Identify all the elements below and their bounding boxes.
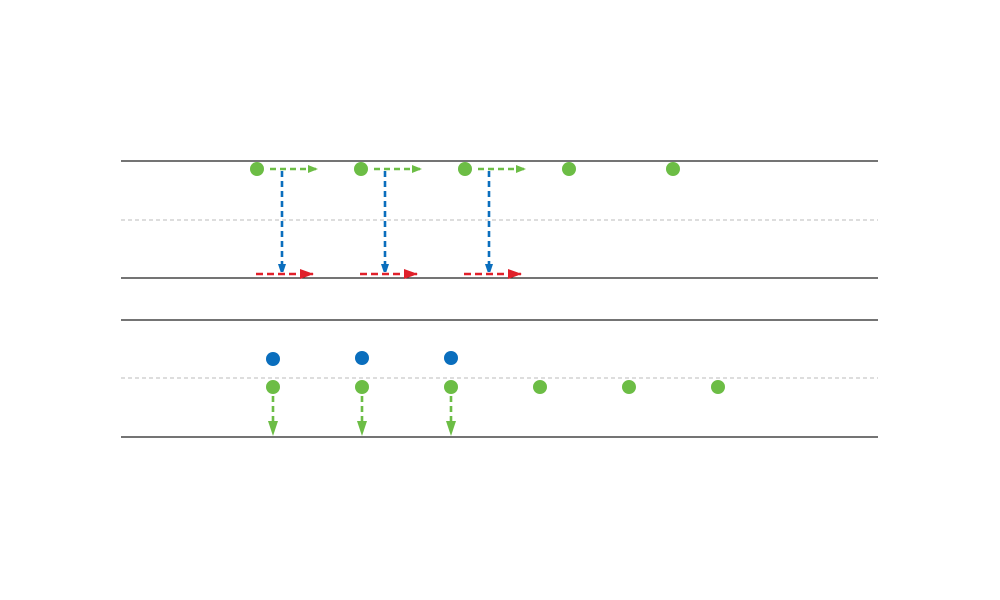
bottom-blue-dot-2: [355, 351, 369, 365]
bottom-green-dot-2: [355, 380, 369, 394]
top-green-dot-3: [458, 162, 472, 176]
top-green-dot-4: [562, 162, 576, 176]
top-green-dot-1: [250, 162, 264, 176]
top-green-dot-2: [354, 162, 368, 176]
top-green-dot-5: [666, 162, 680, 176]
green-down-arrowhead-2: [357, 421, 367, 436]
green-down-arrowhead-3: [446, 421, 456, 436]
top-panel: [121, 160, 878, 279]
bottom-panel: [121, 319, 878, 438]
bottom-blue-dot-1: [266, 352, 280, 366]
bottom-blue-dot-3: [444, 351, 458, 365]
bottom-green-dot-4: [533, 380, 547, 394]
bottom-green-dot-5: [622, 380, 636, 394]
bottom-green-dot-1: [266, 380, 280, 394]
green-down-arrowhead-1: [268, 421, 278, 436]
bottom-green-dot-3: [444, 380, 458, 394]
bottom-green-dot-6: [711, 380, 725, 394]
